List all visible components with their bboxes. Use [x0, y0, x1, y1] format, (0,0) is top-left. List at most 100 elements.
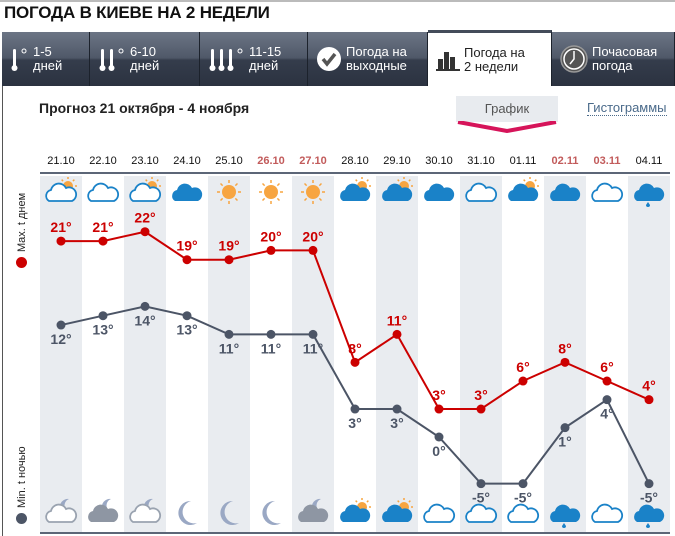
- day-column: [376, 176, 418, 533]
- min-temp-point: [602, 395, 612, 405]
- max-temp-label: 22°: [134, 210, 155, 226]
- moon-icon: [169, 498, 205, 528]
- cloud-outline-icon: [589, 177, 625, 207]
- date-label: 28.10: [341, 155, 369, 167]
- tab-4[interactable]: Погода на выходные: [308, 32, 428, 86]
- max-temp-point: [476, 404, 486, 414]
- cloud-icon: [547, 177, 583, 207]
- max-temp-point: [266, 245, 276, 255]
- min-temp-label: 4°: [600, 406, 613, 422]
- cloud-sun-icon: [337, 177, 373, 207]
- cloud-sun-icon: [379, 177, 415, 207]
- graph-view-button[interactable]: График: [456, 96, 558, 122]
- max-temp-point: [644, 395, 654, 405]
- min-temp-line: [60, 305, 650, 485]
- cloud-outline-moon-icon: [127, 498, 163, 528]
- day-column: [544, 176, 586, 533]
- min-temp-point: [392, 404, 402, 414]
- cloud-outline-icon: [505, 498, 541, 528]
- min-temp-label: 12°: [50, 331, 71, 347]
- cloud-rain-icon: [631, 177, 667, 207]
- frame-line: [2, 86, 3, 536]
- cloud-outline-sun-icon: [43, 177, 79, 207]
- cloud-sun-icon: [379, 498, 415, 528]
- thermometer-2-icon: [98, 45, 126, 73]
- date-label: 01.11: [509, 155, 537, 167]
- moon-icon: [211, 498, 247, 528]
- tab-3[interactable]: 11-15 дней: [200, 32, 308, 86]
- tab-1[interactable]: 1-5 дней: [2, 32, 90, 86]
- tab-2[interactable]: 6-10 дней: [90, 32, 200, 86]
- max-temp-label: 8°: [558, 340, 571, 356]
- min-temp-label: 0°: [432, 443, 445, 459]
- date-label: 22.10: [89, 155, 117, 167]
- max-temp-point: [98, 236, 108, 246]
- min-temp-label: 13°: [176, 322, 197, 338]
- bottom-axis-line: [40, 532, 670, 534]
- cloud-outline-icon: [589, 498, 625, 528]
- cloud-gray-moon-icon: [85, 498, 121, 528]
- tab-5[interactable]: Погода на 2 недели: [428, 30, 552, 86]
- min-temp-label: 11°: [303, 340, 323, 356]
- sun-icon: [253, 177, 289, 207]
- bar-chart-icon: [436, 49, 460, 71]
- max-temp-point: [140, 227, 150, 237]
- max-temp-point: [560, 357, 570, 367]
- tab-label: 1-5 дней: [33, 44, 63, 73]
- max-legend-dot: [16, 257, 27, 268]
- max-temp-point: [518, 376, 528, 386]
- cloud-outline-icon: [463, 177, 499, 207]
- clock-icon: [560, 45, 588, 73]
- cloud-outline-icon: [85, 177, 121, 207]
- sun-icon: [295, 177, 331, 207]
- max-temp-label: 6°: [516, 359, 529, 375]
- moon-icon: [253, 498, 289, 528]
- max-temp-point: [224, 255, 234, 265]
- top-divider: [0, 0, 675, 2]
- day-column: [628, 176, 670, 533]
- min-temp-label: 14°: [134, 312, 155, 328]
- date-label: 23.10: [131, 155, 159, 167]
- sun-icon: [211, 177, 247, 207]
- date-label: 03.11: [593, 155, 621, 167]
- tab-label: Почасовая погода: [592, 44, 658, 73]
- date-label: 21.10: [47, 155, 75, 167]
- min-temp-point: [266, 329, 276, 339]
- max-temp-point: [308, 245, 318, 255]
- min-temp-label: 3°: [390, 415, 403, 431]
- cloud-outline-icon: [421, 498, 457, 528]
- date-label: 31.10: [467, 155, 495, 167]
- min-temp-point: [476, 479, 486, 489]
- min-temp-point: [98, 311, 108, 321]
- min-temp-point: [308, 329, 318, 339]
- day-column: [292, 176, 334, 533]
- histogram-view-link[interactable]: Гистограммы: [587, 100, 667, 116]
- max-temp-label: 20°: [302, 228, 323, 244]
- min-temp-label: 11°: [219, 340, 239, 356]
- cloud-rain-icon: [547, 498, 583, 528]
- cloud-outline-icon: [463, 498, 499, 528]
- cloud-rain-icon: [631, 498, 667, 528]
- max-temp-label: 3°: [432, 387, 445, 403]
- max-temp-point: [350, 357, 360, 367]
- day-column: [208, 176, 250, 533]
- tab-label: 6-10 дней: [130, 44, 160, 73]
- tab-6[interactable]: Почасовая погода: [552, 32, 675, 86]
- max-temp-point: [602, 376, 612, 386]
- thermometer-1-icon: [10, 45, 29, 73]
- min-temp-point: [560, 423, 570, 433]
- min-temp-point: [140, 301, 150, 311]
- day-column: [460, 176, 502, 533]
- date-label: 29.10: [383, 155, 411, 167]
- date-label: 26.10: [257, 155, 285, 167]
- min-temp-point: [644, 479, 654, 489]
- min-temp-point: [434, 432, 444, 442]
- date-label: 27.10: [299, 155, 327, 167]
- max-temp-label: 19°: [218, 238, 239, 254]
- cloud-gray-moon-icon: [295, 498, 331, 528]
- max-temp-label: 6°: [600, 359, 613, 375]
- max-temp-label: 11°: [387, 312, 407, 328]
- cloud-sun-icon: [505, 177, 541, 207]
- tab-label: 11-15 дней: [249, 44, 282, 73]
